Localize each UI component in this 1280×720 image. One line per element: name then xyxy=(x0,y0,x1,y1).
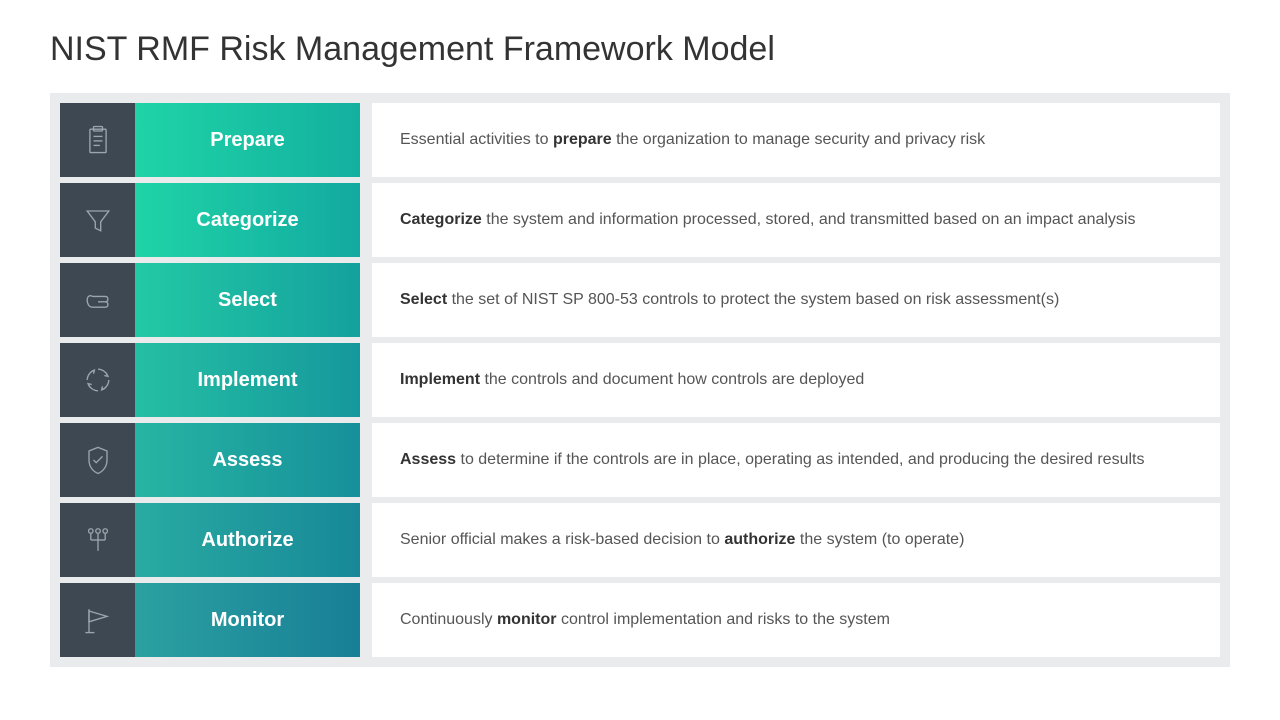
step-label: Prepare xyxy=(135,103,360,177)
step-label: Select xyxy=(135,263,360,337)
desc-post: the system and information processed, st… xyxy=(482,211,1136,228)
step-description: Categorize the system and information pr… xyxy=(372,183,1220,257)
desc-bold: Implement xyxy=(400,371,480,388)
desc-pre: Essential activities to xyxy=(400,131,553,148)
cycle-icon xyxy=(60,343,135,417)
desc-post: control implementation and risks to the … xyxy=(557,611,890,628)
network-icon xyxy=(60,503,135,577)
shield-icon xyxy=(60,423,135,497)
table-row: SelectSelect the set of NIST SP 800-53 c… xyxy=(60,263,1220,337)
funnel-icon xyxy=(60,183,135,257)
table-row: PrepareEssential activities to prepare t… xyxy=(60,103,1220,177)
step-label: Categorize xyxy=(135,183,360,257)
hand-icon xyxy=(60,263,135,337)
flag-icon xyxy=(60,583,135,657)
page-title: NIST RMF Risk Management Framework Model xyxy=(50,30,1230,69)
desc-post: the system (to operate) xyxy=(795,531,964,548)
step-label: Assess xyxy=(135,423,360,497)
table-row: MonitorContinuously monitor control impl… xyxy=(60,583,1220,657)
step-description: Continuously monitor control implementat… xyxy=(372,583,1220,657)
step-description: Senior official makes a risk-based decis… xyxy=(372,503,1220,577)
step-description: Select the set of NIST SP 800-53 control… xyxy=(372,263,1220,337)
desc-bold: monitor xyxy=(497,611,557,628)
clipboard-icon xyxy=(60,103,135,177)
desc-pre: Senior official makes a risk-based decis… xyxy=(400,531,724,548)
slide: NIST RMF Risk Management Framework Model… xyxy=(0,0,1280,720)
desc-bold: authorize xyxy=(724,531,795,548)
step-label: Authorize xyxy=(135,503,360,577)
framework-table: PrepareEssential activities to prepare t… xyxy=(50,93,1230,667)
desc-post: to determine if the controls are in plac… xyxy=(456,451,1144,468)
step-label: Monitor xyxy=(135,583,360,657)
table-row: ImplementImplement the controls and docu… xyxy=(60,343,1220,417)
step-description: Implement the controls and document how … xyxy=(372,343,1220,417)
desc-bold: prepare xyxy=(553,131,612,148)
desc-pre: Continuously xyxy=(400,611,497,628)
desc-bold: Assess xyxy=(400,451,456,468)
desc-bold: Select xyxy=(400,291,447,308)
step-description: Essential activities to prepare the orga… xyxy=(372,103,1220,177)
desc-post: the organization to manage security and … xyxy=(612,131,986,148)
step-label: Implement xyxy=(135,343,360,417)
desc-post: the set of NIST SP 800-53 controls to pr… xyxy=(447,291,1059,308)
step-description: Assess to determine if the controls are … xyxy=(372,423,1220,497)
table-row: CategorizeCategorize the system and info… xyxy=(60,183,1220,257)
table-row: AssessAssess to determine if the control… xyxy=(60,423,1220,497)
desc-bold: Categorize xyxy=(400,211,482,228)
desc-post: the controls and document how controls a… xyxy=(480,371,864,388)
table-row: Authorize Senior official makes a risk-ba… xyxy=(60,503,1220,577)
